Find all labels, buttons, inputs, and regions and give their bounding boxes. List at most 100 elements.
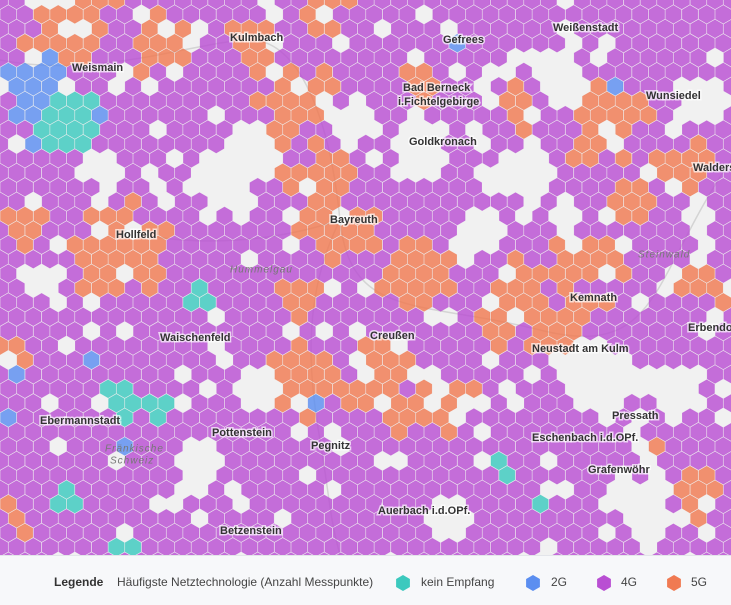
place-label: Eschenbach i.d.OPf. [532, 432, 638, 444]
hex-cell [582, 408, 599, 427]
hex-cell [557, 451, 574, 471]
legend-label: 2G [551, 575, 567, 589]
hex-cell [590, 307, 607, 327]
hex-cell [573, 105, 591, 125]
hex-cell [299, 437, 316, 456]
hex-cell [183, 235, 200, 255]
hex-cell [623, 249, 640, 269]
hex-cell [673, 192, 690, 211]
hex-cell [183, 321, 200, 341]
hex-cell [590, 278, 607, 298]
hex-cell [199, 62, 216, 82]
hex-cell [357, 307, 374, 327]
hex-cell [224, 307, 241, 327]
hex-cell [602, 552, 612, 555]
hex-cell [0, 5, 17, 24]
hex-cell [474, 480, 491, 499]
hex-cell [0, 321, 17, 341]
map[interactable]: Kulmbach Weismain Gefrees Weißenstadt Bad Be… [0, 0, 731, 555]
hex-cell [33, 379, 50, 399]
hex-cell [216, 5, 233, 24]
hex-cell [0, 393, 9, 413]
hex-cell [166, 321, 183, 341]
hex-cell [191, 192, 208, 211]
hex-cell [407, 451, 424, 471]
hex-cell [365, 321, 383, 341]
hex-cell [715, 293, 731, 312]
hex-cell [183, 408, 200, 427]
hex-cell [723, 394, 731, 413]
hex-cell [665, 350, 682, 370]
hex-cell [548, 293, 566, 312]
hex-cell [374, 278, 391, 298]
hex-cell [382, 120, 399, 139]
hex-cell [382, 264, 399, 283]
place-label: Grafenwöhr [588, 464, 650, 476]
hex-cell [656, 192, 674, 211]
hex-cell [365, 437, 383, 456]
hex-cell [332, 177, 350, 197]
hex-cell [540, 509, 557, 528]
hex-cell [382, 33, 399, 53]
hex-cell [681, 350, 699, 370]
hex-cell [723, 250, 731, 269]
hex-cell [399, 465, 416, 485]
hex-cell [183, 293, 200, 312]
hex-cell [133, 91, 150, 111]
hex-cell [440, 163, 458, 183]
hex-cell [8, 163, 25, 183]
hex-cell [199, 408, 216, 427]
hex-cell [349, 523, 366, 543]
hex-cell [291, 249, 308, 269]
place-label: i.Fichtelgebirge [398, 96, 479, 108]
hex-cell [681, 437, 699, 456]
hex-cell [424, 0, 441, 10]
place-label: Ebermannstadt [40, 415, 120, 427]
hex-cell [186, 552, 196, 555]
hex-cell [208, 134, 225, 154]
hex-cell [66, 408, 83, 427]
hex-cell [75, 480, 92, 499]
hex-cell [199, 235, 216, 255]
hex-cell [341, 0, 358, 10]
hex-cell [16, 437, 34, 456]
hex-cell [50, 465, 67, 485]
hex-cell [701, 552, 712, 555]
place-label: Walders [693, 162, 731, 174]
place-label: Erbendo [688, 322, 731, 334]
hex-cell [50, 91, 67, 111]
hex-cell [100, 465, 117, 485]
hex-cell [349, 465, 366, 485]
hex-cell [166, 235, 183, 255]
place-label: Pottenstein [212, 427, 272, 439]
hex-cell [266, 523, 283, 543]
hex-cell [640, 77, 657, 96]
hex-cell [507, 278, 524, 298]
hex-cell [75, 451, 92, 471]
hex-cell [100, 321, 117, 341]
hex-cell [573, 480, 591, 499]
hex-cell [249, 235, 266, 255]
hex-cell [8, 192, 25, 211]
hex-cell [291, 480, 308, 499]
hex-cell [216, 120, 233, 139]
hex-cell [482, 523, 499, 543]
hex-cell [299, 350, 316, 370]
hex-cell [365, 379, 383, 399]
hex-cell [374, 537, 391, 555]
hex-cell [615, 91, 632, 111]
hex-cell [648, 235, 665, 255]
hex-cell [432, 5, 449, 24]
hex-cell [656, 537, 674, 555]
hex-cell [124, 105, 142, 125]
hex-cell [590, 19, 607, 39]
hex-cell [233, 465, 250, 485]
hex-cell [490, 336, 507, 355]
hex-cell [116, 33, 133, 53]
hex-cell [623, 192, 640, 211]
hex-cell [432, 321, 449, 341]
hex-cell [33, 91, 50, 111]
hex-cell [557, 509, 574, 528]
hex-cell [715, 235, 731, 255]
hex-cell [573, 221, 591, 240]
